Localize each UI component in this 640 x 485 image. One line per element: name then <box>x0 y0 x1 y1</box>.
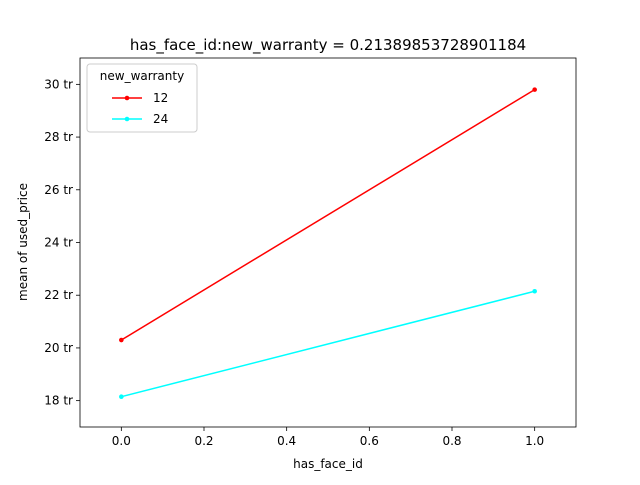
y-tick-label: 20 tr <box>44 341 73 355</box>
x-tick-label: 0.0 <box>112 434 131 448</box>
y-tick-label: 30 tr <box>44 77 73 91</box>
y-tick-label: 24 tr <box>44 236 73 250</box>
y-tick-label: 28 tr <box>44 130 73 144</box>
x-tick-label: 0.4 <box>277 434 296 448</box>
x-axis-label: has_face_id <box>293 457 363 471</box>
legend-title: new_warranty <box>100 69 184 83</box>
y-tick-label: 26 tr <box>44 183 73 197</box>
legend-label-24: 24 <box>153 112 168 126</box>
x-tick-label: 0.6 <box>360 434 379 448</box>
x-tick-label: 0.8 <box>442 434 461 448</box>
plot-area: 0.0 0.2 0.4 0.6 0.8 1.0 18 tr 20 tr 22 tr 24 tr 26… <box>44 57 577 448</box>
series-point-24 <box>532 288 537 294</box>
x-tick-label: 0.2 <box>194 434 213 448</box>
series-point-12 <box>119 337 124 343</box>
legend-marker-24 <box>124 116 130 122</box>
y-axis-label: mean of used_price <box>16 183 30 301</box>
series-point-24 <box>119 394 124 399</box>
y-tick-label: 22 tr <box>44 288 73 302</box>
legend-marker-12 <box>124 95 130 101</box>
series-line-12 <box>120 88 536 341</box>
legend: new_warranty 12 24 <box>86 63 198 133</box>
x-tick-label: 1.0 <box>525 434 544 448</box>
chart-title: has_face_id:new_warranty = 0.21389853728… <box>130 36 526 55</box>
y-tick-label: 18 tr <box>44 394 73 408</box>
series-point-12 <box>532 87 537 92</box>
series-line-24 <box>121 290 535 398</box>
axes-frame <box>79 57 577 428</box>
legend-label-12: 12 <box>153 91 168 105</box>
